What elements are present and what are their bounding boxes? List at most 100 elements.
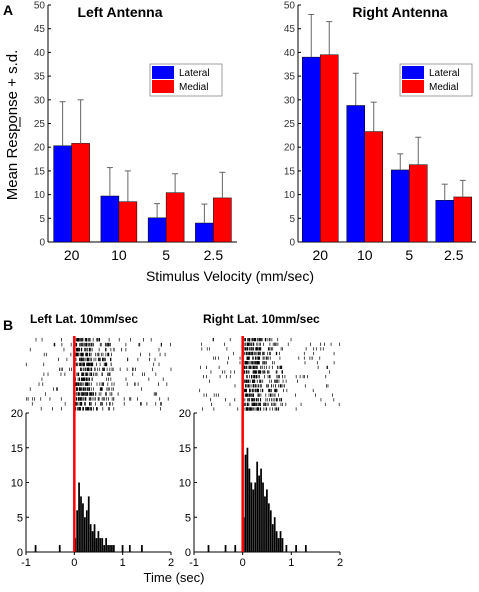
raster-title: Right Lat. 10mm/sec: [203, 312, 320, 326]
y-tick-label: 15: [34, 166, 46, 177]
y-tick-label: 0: [185, 547, 191, 559]
y-tick-label: 15: [284, 166, 296, 177]
medial-bar: [213, 197, 232, 243]
histogram-bar: [252, 489, 255, 552]
histogram-bar: [244, 454, 247, 552]
x-axis-label: Stimulus Velocity (mm/sec): [146, 268, 314, 284]
medial-bar: [364, 131, 383, 243]
histogram-bar: [80, 496, 82, 552]
lateral-bar: [147, 217, 167, 243]
y-tick-label: 5: [289, 214, 295, 225]
legend-label: Medial: [429, 82, 458, 93]
lateral-bar: [391, 169, 410, 243]
y-tick-label: 25: [34, 119, 46, 130]
histogram-bar: [285, 545, 288, 552]
legend-label: Lateral: [179, 68, 210, 79]
histogram-bar: [254, 482, 257, 552]
histogram-bar: [264, 496, 266, 552]
y-tick-label: 0: [17, 547, 23, 559]
medial-bar: [71, 143, 90, 243]
y-tick-label: 0: [39, 238, 45, 249]
histogram-bar: [269, 510, 272, 552]
histogram-bar: [224, 545, 227, 552]
legend-swatch: [402, 80, 424, 93]
histogram-bar: [128, 545, 131, 552]
histogram-bar: [275, 531, 278, 552]
y-tick-label: 20: [284, 143, 296, 154]
histogram-bar: [234, 545, 237, 552]
y-tick-label: 15: [179, 443, 191, 455]
y-tick-label: 0: [289, 238, 295, 249]
histogram-bar: [266, 489, 268, 552]
y-tick-label: 40: [284, 48, 296, 59]
y-tick-label: 10: [11, 478, 23, 490]
chart-title: Right Antenna: [352, 4, 447, 20]
chart-title: Left Antenna: [77, 4, 162, 20]
x-tick-label: 10: [357, 247, 373, 263]
histogram-bar: [58, 545, 61, 552]
lateral-bar: [53, 145, 72, 243]
y-tick-label: 25: [284, 119, 296, 130]
legend-label: Lateral: [429, 68, 460, 79]
histogram-bar: [250, 482, 253, 552]
histogram-bar: [105, 538, 108, 552]
x-tick-label: 10: [111, 247, 127, 263]
histogram-bar: [87, 496, 90, 552]
x-tick-label: 5: [162, 247, 170, 263]
histogram-bar: [109, 545, 111, 552]
x-tick-label: -1: [21, 557, 31, 569]
y-tick-label: 15: [11, 443, 23, 455]
lateral-bar: [346, 105, 365, 243]
histogram-bar: [256, 461, 259, 552]
histogram-bar: [82, 503, 84, 552]
histogram-bar: [34, 545, 37, 552]
histogram-bar: [281, 538, 284, 552]
raster-title: Left Lat. 10mm/sec: [30, 312, 138, 326]
histogram-bar: [89, 524, 92, 552]
y-tick-label: 5: [185, 512, 191, 524]
y-tick-label: 30: [34, 95, 46, 106]
y-tick-label: 45: [284, 24, 296, 35]
lateral-bar: [100, 195, 120, 243]
histogram-bar: [84, 517, 86, 552]
histogram-bar: [99, 538, 102, 552]
y-tick-label: 35: [34, 72, 46, 83]
histogram-bar: [76, 510, 79, 552]
histogram-bar: [93, 524, 96, 552]
histogram-bar: [260, 468, 262, 552]
y-tick-label: 50: [284, 1, 296, 12]
histogram-bar: [97, 531, 100, 552]
y-tick-label: 20: [11, 408, 23, 420]
histogram-bar: [267, 503, 270, 552]
histogram-bar: [101, 538, 104, 552]
x-tick-label: 1: [120, 557, 126, 569]
histogram-bar: [141, 545, 143, 552]
legend-swatch: [402, 66, 424, 79]
legend-label: Medial: [179, 82, 208, 93]
y-tick-label: 5: [39, 214, 45, 225]
legend-swatch: [152, 80, 174, 93]
panel-a-label: A: [3, 2, 13, 18]
y-tick-label: 10: [284, 190, 296, 201]
y-tick-label: 30: [284, 95, 296, 106]
x-tick-label: 20: [312, 247, 328, 263]
y-axis-label: Mean Response + s.d.: [4, 50, 21, 201]
histogram-bar: [95, 538, 98, 552]
lateral-bar: [195, 222, 214, 243]
medial-bar: [453, 196, 472, 243]
histogram-bar: [304, 545, 307, 552]
y-tick-label: 20: [179, 408, 191, 420]
x-tick-label: 20: [64, 247, 80, 263]
lateral-bar: [302, 56, 321, 243]
histogram-bar: [295, 545, 297, 552]
histogram-bar: [111, 545, 113, 552]
histogram-bar: [258, 475, 260, 552]
histogram-bar: [279, 531, 282, 552]
y-tick-label: 35: [284, 72, 296, 83]
y-tick-label: 10: [179, 478, 191, 490]
histogram-bar: [121, 545, 124, 552]
y-tick-label: 50: [34, 1, 46, 12]
medial-bar: [118, 201, 138, 243]
